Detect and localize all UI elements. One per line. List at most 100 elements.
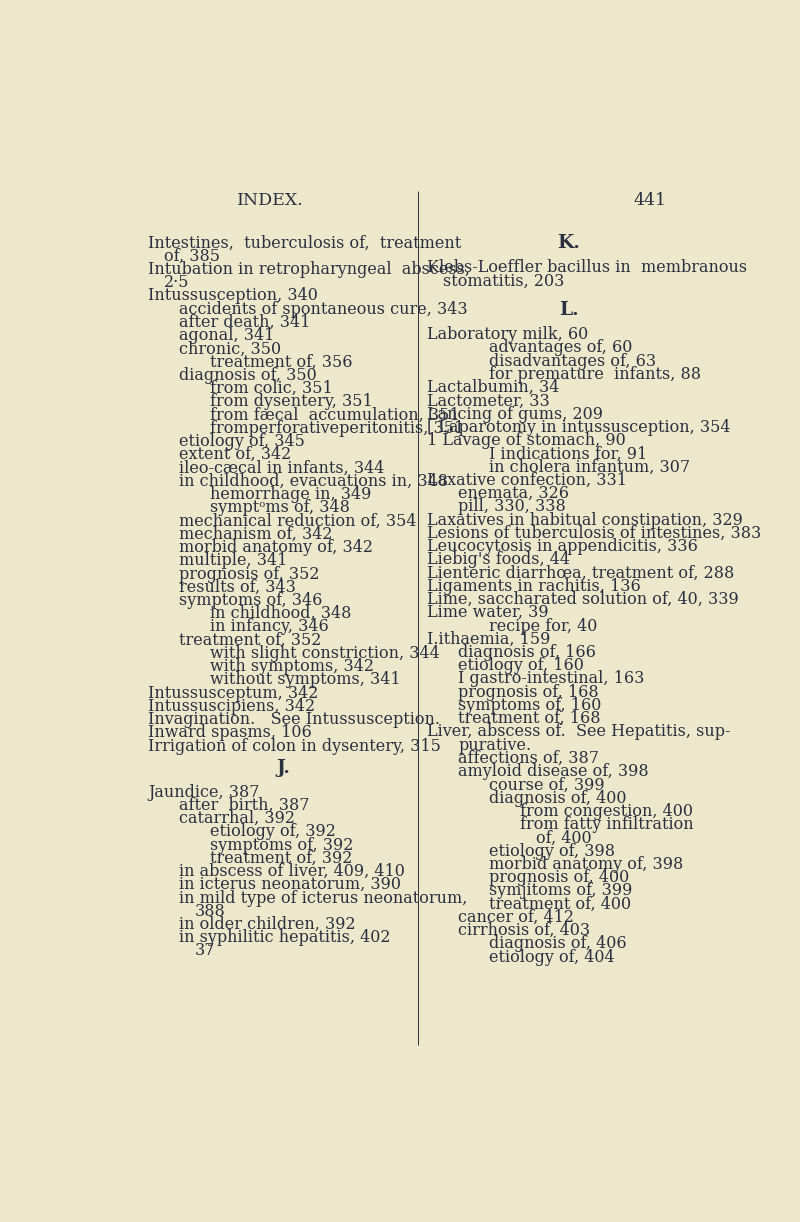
Text: etiology of, 398: etiology of, 398 <box>489 843 615 859</box>
Text: Intestines,  tuberculosis of,  treatment: Intestines, tuberculosis of, treatment <box>148 235 462 252</box>
Text: J.: J. <box>276 759 290 777</box>
Text: purative.: purative. <box>458 737 531 754</box>
Text: in abscess of liver, 409, 410: in abscess of liver, 409, 410 <box>179 863 405 880</box>
Text: diagnosis of, 350: diagnosis of, 350 <box>179 367 317 384</box>
Text: symptoms of, 346: symptoms of, 346 <box>179 591 322 609</box>
Text: in childhood, evacuations in, 348: in childhood, evacuations in, 348 <box>179 473 448 490</box>
Text: Ligaments in rachitis, 136: Ligaments in rachitis, 136 <box>427 578 641 595</box>
Text: Leucocytosis in appendicitis, 336: Leucocytosis in appendicitis, 336 <box>427 538 698 555</box>
Text: Klebs-Loeffler bacillus in  membranous: Klebs-Loeffler bacillus in membranous <box>427 259 747 276</box>
Text: etiology of, 345: etiology of, 345 <box>179 433 305 450</box>
Text: I indications for, 91: I indications for, 91 <box>489 445 647 462</box>
Text: cirrhosis of, 403: cirrhosis of, 403 <box>458 923 590 940</box>
Text: treatment of, 392: treatment of, 392 <box>210 849 353 866</box>
Text: treatment of, 352: treatment of, 352 <box>179 632 322 649</box>
Text: hemorrhage in, 349: hemorrhage in, 349 <box>210 486 371 503</box>
Text: in older children, 392: in older children, 392 <box>179 916 356 932</box>
Text: in mild type of icterus neonatorum,: in mild type of icterus neonatorum, <box>179 890 467 907</box>
Text: in cholera infantum, 307: in cholera infantum, 307 <box>489 458 690 475</box>
Text: of, 400: of, 400 <box>535 830 591 847</box>
Text: Lime, saccharated solution of, 40, 339: Lime, saccharated solution of, 40, 339 <box>427 591 739 609</box>
Text: symptoms of, 392: symptoms of, 392 <box>210 837 354 853</box>
Text: treatment of, 356: treatment of, 356 <box>210 353 353 370</box>
Text: symptᵒms of, 348: symptᵒms of, 348 <box>210 500 350 517</box>
Text: I gastro-intestinal, 163: I gastro-intestinal, 163 <box>458 671 645 688</box>
Text: results of, 343: results of, 343 <box>179 579 296 596</box>
Text: L.: L. <box>559 302 578 319</box>
Text: Intussusception, 340: Intussusception, 340 <box>148 287 318 304</box>
Text: course of, 399: course of, 399 <box>489 776 605 793</box>
Text: Jaundice, 387: Jaundice, 387 <box>148 783 259 800</box>
Text: symjitoms of, 399: symjitoms of, 399 <box>489 882 633 899</box>
Text: of, 385: of, 385 <box>163 248 219 265</box>
Text: morbid anatomy of, 398: morbid anatomy of, 398 <box>489 855 683 873</box>
Text: without symptoms, 341: without symptoms, 341 <box>210 671 401 688</box>
Text: Lactometer, 33: Lactometer, 33 <box>427 392 550 409</box>
Text: 441: 441 <box>634 192 666 209</box>
Text: diagnosis of, 400: diagnosis of, 400 <box>489 789 626 807</box>
Text: Lesions of tuberculosis of intestines, 383: Lesions of tuberculosis of intestines, 3… <box>427 524 762 541</box>
Text: 1 Lavage of stomach, 90: 1 Lavage of stomach, 90 <box>427 433 626 450</box>
Text: from congestion, 400: from congestion, 400 <box>520 803 693 820</box>
Text: mechanical reduction of, 354: mechanical reduction of, 354 <box>179 512 417 529</box>
Text: Invagination.   See Intussusception.: Invagination. See Intussusception. <box>148 711 440 728</box>
Text: symptoms of, 160: symptoms of, 160 <box>458 697 602 714</box>
Text: etiology of, 160: etiology of, 160 <box>458 657 584 675</box>
Text: mechanism of, 342: mechanism of, 342 <box>179 525 333 543</box>
Text: multiple, 341: multiple, 341 <box>179 552 287 569</box>
Text: in childhood, 348: in childhood, 348 <box>210 605 351 622</box>
Text: treatment of, 400: treatment of, 400 <box>489 896 631 913</box>
Text: Intubation in retropharyngeal  abscess,: Intubation in retropharyngeal abscess, <box>148 262 470 277</box>
Text: prognosis of, 352: prognosis of, 352 <box>179 566 319 583</box>
Text: amyloid disease of, 398: amyloid disease of, 398 <box>458 764 649 780</box>
Text: recipe for, 40: recipe for, 40 <box>489 617 598 634</box>
Text: with slight constriction, 344: with slight constriction, 344 <box>210 645 440 662</box>
Text: agonal, 341: agonal, 341 <box>179 327 274 345</box>
Text: catarrhal, 392: catarrhal, 392 <box>179 810 295 827</box>
Text: pill, 330, 338: pill, 330, 338 <box>458 499 566 516</box>
Text: treatment of, 168: treatment of, 168 <box>458 710 601 727</box>
Text: Irrigation of colon in dysentery, 315: Irrigation of colon in dysentery, 315 <box>148 738 441 755</box>
Text: Laxatives in habitual constipation, 329: Laxatives in habitual constipation, 329 <box>427 512 743 529</box>
Text: with symptoms, 342: with symptoms, 342 <box>210 659 374 676</box>
Text: K.: K. <box>558 235 580 253</box>
Text: prognosis of, 400: prognosis of, 400 <box>489 869 630 886</box>
Text: disadvantages of, 63: disadvantages of, 63 <box>489 353 656 369</box>
Text: from fæcal  accumulation, 351: from fæcal accumulation, 351 <box>210 407 460 424</box>
Text: diagnosis of, 406: diagnosis of, 406 <box>489 935 626 952</box>
Text: Intussuscipiens, 342: Intussuscipiens, 342 <box>148 698 315 715</box>
Text: etiology of, 392: etiology of, 392 <box>210 824 336 841</box>
Text: Lactalbumin, 34: Lactalbumin, 34 <box>427 379 559 396</box>
Text: chronic, 350: chronic, 350 <box>179 341 281 357</box>
Text: I.ithaemia, 159: I.ithaemia, 159 <box>427 631 550 648</box>
Text: stomatitis, 203: stomatitis, 203 <box>442 273 564 290</box>
Text: diagnosis of, 166: diagnosis of, 166 <box>458 644 596 661</box>
Text: Liebig's foods, 44: Liebig's foods, 44 <box>427 551 570 568</box>
Text: enemata, 326: enemata, 326 <box>458 485 569 502</box>
Text: Liver, abscess of.  See Hepatitis, sup-: Liver, abscess of. See Hepatitis, sup- <box>427 723 730 741</box>
Text: cancer of, 412: cancer of, 412 <box>458 909 574 926</box>
Text: [ Laparotomy in intussusception, 354: [ Laparotomy in intussusception, 354 <box>427 419 730 436</box>
Text: fromperforativeperitonitis, 351: fromperforativeperitonitis, 351 <box>210 420 464 436</box>
Text: after death, 341: after death, 341 <box>179 314 310 331</box>
Text: accidents of spontaneous cure, 343: accidents of spontaneous cure, 343 <box>179 301 468 318</box>
Text: etiology of, 404: etiology of, 404 <box>489 948 614 965</box>
Text: from dysentery, 351: from dysentery, 351 <box>210 393 373 411</box>
Text: affections of, 387: affections of, 387 <box>458 750 599 767</box>
Text: from fatty infiltration: from fatty infiltration <box>520 816 694 833</box>
Text: extent of, 342: extent of, 342 <box>179 446 291 463</box>
Text: Inward spasms, 106: Inward spasms, 106 <box>148 725 312 742</box>
Text: Lienteric diarrhœa, treatment of, 288: Lienteric diarrhœa, treatment of, 288 <box>427 565 734 582</box>
Text: in syphilitic hepatitis, 402: in syphilitic hepatitis, 402 <box>179 929 390 946</box>
Text: morbid anatomy of, 342: morbid anatomy of, 342 <box>179 539 373 556</box>
Text: Laxative confection, 331: Laxative confection, 331 <box>427 472 627 489</box>
Text: in icterus neonatorum, 390: in icterus neonatorum, 390 <box>179 876 401 893</box>
Text: prognosis of, 168: prognosis of, 168 <box>458 684 598 700</box>
Text: 37: 37 <box>194 942 215 959</box>
Text: after  birth, 387: after birth, 387 <box>179 797 310 814</box>
Text: from colic, 351: from colic, 351 <box>210 380 333 397</box>
Text: ileo-cæcal in infants, 344: ileo-cæcal in infants, 344 <box>179 459 385 477</box>
Text: 2·5: 2·5 <box>163 274 189 291</box>
Text: for premature  infants, 88: for premature infants, 88 <box>489 365 701 382</box>
Text: Laboratory milk, 60: Laboratory milk, 60 <box>427 326 588 343</box>
